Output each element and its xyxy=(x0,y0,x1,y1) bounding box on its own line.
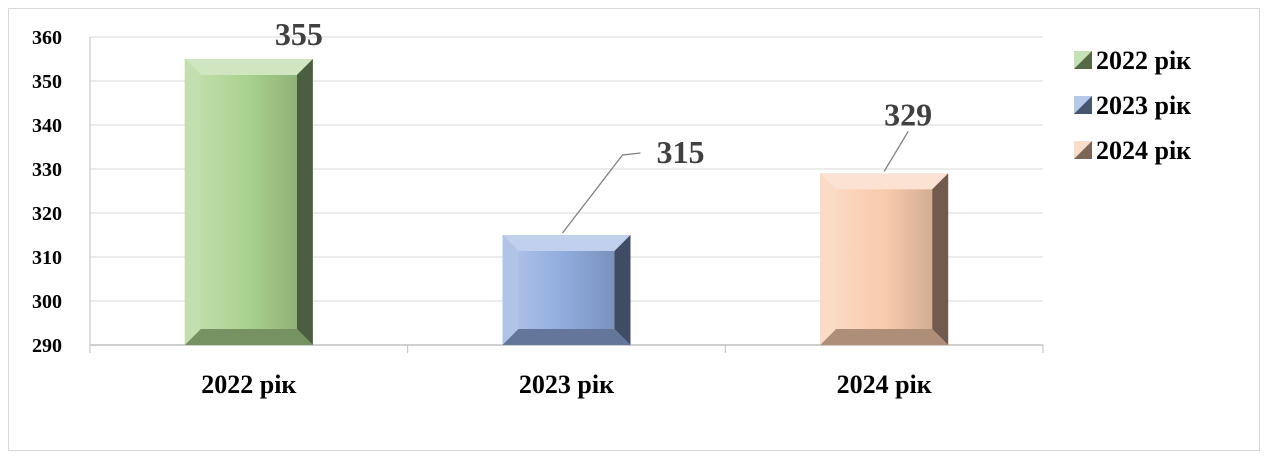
legend-label: 2022 рік xyxy=(1096,46,1191,75)
data-label-leader xyxy=(883,131,909,172)
legend: 2022 рік 2023 рік 2024 рік xyxy=(1074,46,1191,165)
legend-label: 2024 рік xyxy=(1096,136,1191,165)
legend-entry: 2022 рік xyxy=(1074,46,1191,75)
x-tick-label: 2022 рік xyxy=(201,370,296,399)
data-label: 315 xyxy=(657,134,705,170)
bar xyxy=(184,59,313,345)
x-tick-label: 2024 рік xyxy=(837,370,932,399)
legend-swatch xyxy=(1074,141,1092,159)
legend-swatch xyxy=(1074,96,1092,114)
legend-entry: 2024 рік xyxy=(1074,136,1191,165)
data-labels: 355 315 329 xyxy=(275,16,932,234)
axes: 290 300 310 320 330 340 350 360 2022 рік 2023 рік… xyxy=(32,27,1044,399)
y-tick-label: 310 xyxy=(32,247,62,269)
y-tick-label: 360 xyxy=(32,27,62,49)
y-tick-label: 340 xyxy=(32,115,62,137)
y-tick-label: 350 xyxy=(32,71,62,93)
bar xyxy=(820,173,949,345)
y-tick-label: 330 xyxy=(32,159,62,181)
x-tick-label: 2023 рік xyxy=(519,370,614,399)
bar xyxy=(502,235,631,345)
legend-label: 2023 рік xyxy=(1096,91,1191,120)
y-tick-label: 290 xyxy=(32,335,62,357)
data-label-leader xyxy=(561,152,641,234)
data-label: 355 xyxy=(275,16,323,52)
data-label: 329 xyxy=(884,96,932,132)
y-tick-label: 320 xyxy=(32,203,62,225)
legend-entry: 2023 рік xyxy=(1074,91,1191,120)
y-tick-label: 300 xyxy=(32,291,62,313)
bars xyxy=(184,59,949,345)
legend-swatch xyxy=(1074,51,1092,69)
